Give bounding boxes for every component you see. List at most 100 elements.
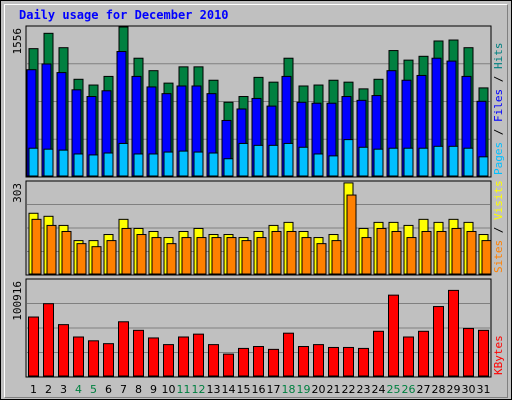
- bar-kbytes-day-6: [103, 343, 114, 377]
- x-tick-label-10: 10: [162, 383, 176, 396]
- x-tick-label-25: 25: [387, 383, 401, 396]
- legend-kbytes: KBytes: [492, 335, 505, 375]
- bar-sites-day-25: [391, 230, 402, 275]
- x-tick-label-15: 15: [237, 383, 251, 396]
- bar-sites-day-19: [301, 237, 312, 275]
- bar-kbytes-day-7: [118, 321, 129, 377]
- x-tick-label-6: 6: [105, 383, 112, 396]
- bar-sites-day-13: [211, 237, 222, 275]
- x-tick-label-17: 17: [267, 383, 281, 396]
- bar-pages-day-16: [253, 144, 264, 177]
- legend: Pages / Files / Hits: [492, 43, 505, 176]
- bar-kbytes-day-15: [238, 347, 249, 377]
- bar-pages-day-18: [283, 142, 294, 177]
- legend-separator: /: [492, 122, 505, 142]
- bar-kbytes-day-16: [253, 346, 264, 377]
- bar-pages-day-10: [163, 151, 174, 177]
- bar-kbytes-day-8: [133, 329, 144, 377]
- legend-separator: /: [492, 69, 505, 89]
- bar-pages-day-24: [373, 148, 384, 177]
- bar-sites-day-15: [241, 240, 252, 275]
- bar-kbytes-day-3: [58, 324, 69, 377]
- bar-sites-day-28: [436, 230, 447, 275]
- bar-kbytes-day-12: [193, 333, 204, 377]
- bar-sites-day-4: [76, 243, 87, 275]
- panel-hits-files-pages: 1556 Pages / Files / Hits: [11, 25, 505, 178]
- bar-kbytes-day-5: [88, 340, 99, 377]
- bar-pages-day-23: [358, 146, 369, 177]
- bar-pages-day-4: [73, 153, 84, 177]
- x-tick-label-21: 21: [327, 383, 341, 396]
- bar-sites-day-21: [331, 240, 342, 275]
- bar-kbytes-day-18: [283, 332, 294, 377]
- bar-pages-day-1: [28, 147, 39, 177]
- bar-kbytes-day-2: [43, 303, 54, 377]
- x-tick-label-20: 20: [312, 383, 326, 396]
- bar-sites-day-10: [166, 243, 177, 275]
- legend-hits: Hits: [492, 43, 505, 70]
- chart-bevel: [4, 4, 508, 398]
- x-tick-label-7: 7: [120, 383, 127, 396]
- bar-kbytes-day-4: [73, 336, 84, 377]
- bar-pages-day-31: [478, 156, 489, 177]
- legend: Sites / Visits: [492, 180, 505, 273]
- bar-pages-day-3: [58, 149, 69, 177]
- bar-pages-day-19: [298, 146, 309, 177]
- legend-separator: /: [492, 220, 505, 240]
- bar-pages-day-30: [463, 147, 474, 177]
- bar-sites-day-12: [196, 237, 207, 275]
- bar-sites-day-6: [106, 240, 117, 275]
- x-tick-label-31: 31: [477, 383, 491, 396]
- x-tick-label-23: 23: [357, 383, 371, 396]
- bar-sites-day-23: [361, 237, 372, 275]
- bar-kbytes-day-27: [418, 330, 429, 377]
- x-tick-label-22: 22: [342, 383, 356, 396]
- bar-sites-day-30: [466, 230, 477, 275]
- bar-sites-day-3: [61, 230, 72, 275]
- panel-sites-visits: 303 Sites / Visits: [11, 180, 505, 276]
- bar-kbytes-day-10: [163, 344, 174, 377]
- x-tick-label-18: 18: [282, 383, 296, 396]
- legend-pages: Pages: [492, 142, 505, 175]
- bar-sites-day-16: [256, 237, 267, 275]
- bar-sites-day-22: [346, 194, 357, 275]
- bar-sites-day-26: [406, 237, 417, 275]
- bar-sites-day-8: [136, 234, 147, 275]
- bar-sites-day-9: [151, 237, 162, 275]
- bar-pages-day-21: [328, 155, 339, 177]
- bar-kbytes-day-31: [478, 329, 489, 377]
- bar-kbytes-day-17: [268, 348, 279, 377]
- bar-kbytes-day-29: [448, 289, 459, 377]
- bar-pages-day-27: [418, 147, 429, 177]
- bar-kbytes-day-19: [298, 346, 309, 377]
- y-max-label: 1556: [11, 28, 24, 55]
- x-tick-label-14: 14: [222, 383, 236, 396]
- x-tick-label-8: 8: [135, 383, 142, 396]
- y-max-label: 100916: [11, 281, 24, 321]
- x-tick-label-27: 27: [417, 383, 431, 396]
- bar-kbytes-day-14: [223, 353, 234, 377]
- bar-sites-day-20: [316, 243, 327, 275]
- bar-sites-day-18: [286, 230, 297, 275]
- x-tick-label-29: 29: [447, 383, 461, 396]
- x-tick-label-19: 19: [297, 383, 311, 396]
- legend-sites: Sites: [492, 240, 505, 273]
- panel-kbytes: 100916 KBytes: [11, 278, 505, 378]
- bar-pages-day-12: [193, 151, 204, 177]
- bar-pages-day-6: [103, 152, 114, 177]
- x-tick-label-13: 13: [207, 383, 221, 396]
- bar-kbytes-day-26: [403, 336, 414, 377]
- x-tick-label-30: 30: [462, 383, 476, 396]
- bar-sites-day-11: [181, 237, 192, 275]
- bar-kbytes-day-1: [28, 316, 39, 377]
- bar-sites-day-24: [376, 227, 387, 275]
- bar-kbytes-day-28: [433, 306, 444, 377]
- bar-pages-day-29: [448, 145, 459, 177]
- bar-pages-day-20: [313, 153, 324, 177]
- bar-pages-day-9: [148, 153, 159, 177]
- x-tick-label-28: 28: [432, 383, 446, 396]
- bar-pages-day-26: [403, 147, 414, 177]
- bar-pages-day-5: [88, 154, 99, 177]
- x-tick-label-24: 24: [372, 383, 386, 396]
